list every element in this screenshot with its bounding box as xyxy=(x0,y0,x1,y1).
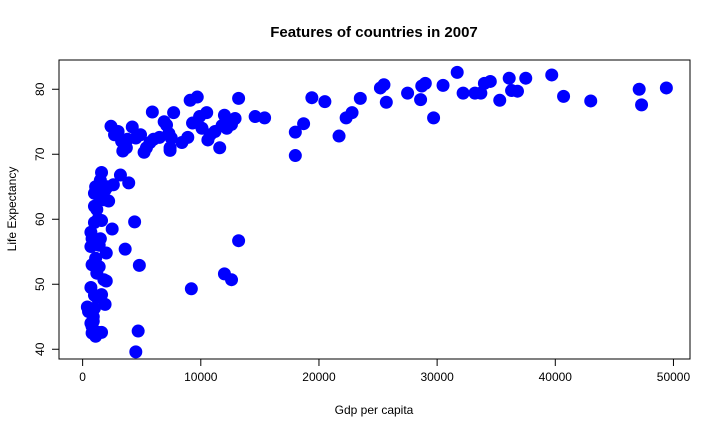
data-point xyxy=(305,91,319,105)
data-point xyxy=(377,78,391,92)
data-point xyxy=(258,111,272,125)
data-point xyxy=(190,90,204,104)
data-points xyxy=(80,65,673,359)
x-tick-label: 20000 xyxy=(302,370,336,384)
data-point xyxy=(225,273,239,287)
data-point xyxy=(418,76,432,90)
data-point xyxy=(87,301,101,315)
data-point xyxy=(118,242,132,256)
data-point xyxy=(95,288,109,302)
data-point xyxy=(129,345,143,359)
data-point xyxy=(99,274,113,288)
chart-title: Features of countries in 2007 xyxy=(270,24,478,41)
x-tick-label: 0 xyxy=(79,370,86,384)
data-point xyxy=(184,282,198,296)
data-point xyxy=(297,117,311,131)
y-tick-label: 80 xyxy=(33,82,47,96)
data-point xyxy=(106,178,120,192)
data-point xyxy=(414,93,428,107)
data-point xyxy=(215,119,229,133)
data-point xyxy=(456,86,470,100)
data-point xyxy=(474,86,488,100)
data-point xyxy=(659,81,673,95)
data-point xyxy=(90,203,104,216)
data-point xyxy=(635,98,649,112)
data-point xyxy=(93,232,107,246)
data-point xyxy=(427,111,441,125)
data-point xyxy=(111,125,125,138)
data-point xyxy=(232,91,246,105)
data-point xyxy=(95,165,109,179)
data-point xyxy=(379,95,393,109)
data-point xyxy=(632,82,646,96)
data-point xyxy=(288,125,302,139)
data-point xyxy=(584,94,598,108)
data-point xyxy=(510,84,524,98)
y-axis: 40 50 60 70 80 xyxy=(33,82,59,356)
data-point xyxy=(105,222,119,236)
data-point xyxy=(95,214,109,228)
data-point xyxy=(401,86,415,100)
data-point xyxy=(95,325,109,339)
plot-frame xyxy=(58,59,691,360)
data-point xyxy=(145,105,159,119)
data-point xyxy=(113,168,127,182)
data-point xyxy=(167,106,181,120)
data-point xyxy=(450,65,464,79)
data-point xyxy=(122,176,136,190)
data-point xyxy=(436,78,450,92)
data-point xyxy=(181,130,195,144)
data-point xyxy=(519,71,533,85)
data-point xyxy=(545,68,559,82)
data-point xyxy=(318,95,332,109)
data-point xyxy=(353,91,367,105)
data-point xyxy=(228,112,242,125)
data-point xyxy=(232,234,246,248)
data-point xyxy=(128,215,142,229)
x-axis: 0 10000 20000 30000 40000 50000 xyxy=(79,359,690,384)
data-point xyxy=(200,106,214,120)
data-point xyxy=(131,324,145,338)
data-point xyxy=(345,106,359,120)
y-tick-label: 40 xyxy=(33,342,47,356)
x-tick-label: 30000 xyxy=(420,370,454,384)
data-point xyxy=(163,143,177,157)
data-point xyxy=(89,251,103,265)
x-axis-label: Gdp per capita xyxy=(335,403,414,417)
x-tick-label: 40000 xyxy=(539,370,573,384)
data-point xyxy=(134,128,148,142)
data-point xyxy=(213,141,227,155)
data-point xyxy=(125,120,139,134)
y-tick-label: 50 xyxy=(33,277,47,291)
y-tick-label: 60 xyxy=(33,212,47,226)
data-point xyxy=(217,108,231,122)
data-point xyxy=(248,110,262,124)
data-point xyxy=(332,129,346,143)
data-point xyxy=(132,258,146,272)
data-point xyxy=(502,71,516,85)
x-tick-label: 10000 xyxy=(184,370,218,384)
y-axis-label: Life Expectancy xyxy=(5,167,19,252)
data-point xyxy=(493,93,507,107)
data-point xyxy=(557,89,571,103)
y-tick-label: 70 xyxy=(33,147,47,161)
x-tick-label: 50000 xyxy=(657,370,691,384)
data-point xyxy=(99,246,113,260)
data-point xyxy=(483,74,497,88)
data-point xyxy=(288,149,302,163)
data-point xyxy=(164,131,178,145)
data-point xyxy=(98,297,112,311)
data-point xyxy=(86,314,100,328)
